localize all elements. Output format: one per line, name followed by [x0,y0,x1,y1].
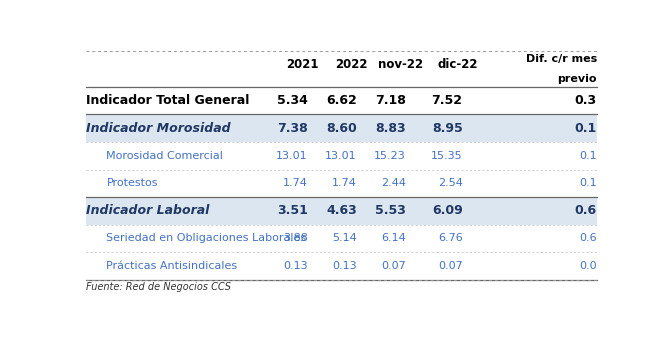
Text: Indicador Morosidad: Indicador Morosidad [86,122,230,135]
Text: 0.07: 0.07 [438,261,463,271]
Text: 6.76: 6.76 [438,234,463,243]
Text: 0.13: 0.13 [332,261,357,271]
Text: 5.53: 5.53 [375,204,406,218]
Text: 0.0: 0.0 [579,261,597,271]
Text: 1.74: 1.74 [283,178,308,188]
Text: Prácticas Antisindicales: Prácticas Antisindicales [107,261,238,271]
Text: 7.38: 7.38 [277,122,308,135]
Text: 4.63: 4.63 [326,204,357,218]
Text: 5.14: 5.14 [332,234,357,243]
Text: 13.01: 13.01 [276,151,308,161]
Text: 0.07: 0.07 [381,261,406,271]
Text: Indicador Laboral: Indicador Laboral [86,204,209,218]
Text: 0.13: 0.13 [283,261,308,271]
Text: 6.14: 6.14 [381,234,406,243]
Text: Seriedad en Obligaciones Laborales: Seriedad en Obligaciones Laborales [107,234,306,243]
Text: 5.34: 5.34 [277,94,308,107]
Text: 2.44: 2.44 [381,178,406,188]
Text: 1.74: 1.74 [332,178,357,188]
Text: previo: previo [557,74,597,84]
Text: 8.83: 8.83 [375,122,406,135]
Text: 2022: 2022 [336,58,368,71]
Text: 8.60: 8.60 [326,122,357,135]
Text: 7.18: 7.18 [375,94,406,107]
Text: Protestos: Protestos [107,178,158,188]
Text: Morosidad Comercial: Morosidad Comercial [107,151,223,161]
Text: 13.01: 13.01 [325,151,357,161]
Text: 2.54: 2.54 [438,178,463,188]
Text: Indicador Total General: Indicador Total General [86,94,249,107]
Text: 8.95: 8.95 [432,122,463,135]
Text: 0.3: 0.3 [575,94,597,107]
Text: 6.09: 6.09 [432,204,463,218]
Text: 0.1: 0.1 [575,122,597,135]
Text: 2021: 2021 [286,58,319,71]
Text: 15.23: 15.23 [374,151,406,161]
Text: 3.88: 3.88 [283,234,308,243]
Text: 3.51: 3.51 [277,204,308,218]
Text: Dif. c/r mes: Dif. c/r mes [525,54,597,64]
Text: 7.52: 7.52 [432,94,463,107]
Text: dic-22: dic-22 [437,58,478,71]
Text: 6.62: 6.62 [326,94,357,107]
Text: 15.35: 15.35 [431,151,463,161]
Text: nov-22: nov-22 [378,58,424,71]
Text: 0.6: 0.6 [575,204,597,218]
Text: Fuente: Red de Negocios CCS: Fuente: Red de Negocios CCS [86,282,231,293]
Text: 0.6: 0.6 [579,234,597,243]
Text: 0.1: 0.1 [579,151,597,161]
Text: 0.1: 0.1 [579,178,597,188]
